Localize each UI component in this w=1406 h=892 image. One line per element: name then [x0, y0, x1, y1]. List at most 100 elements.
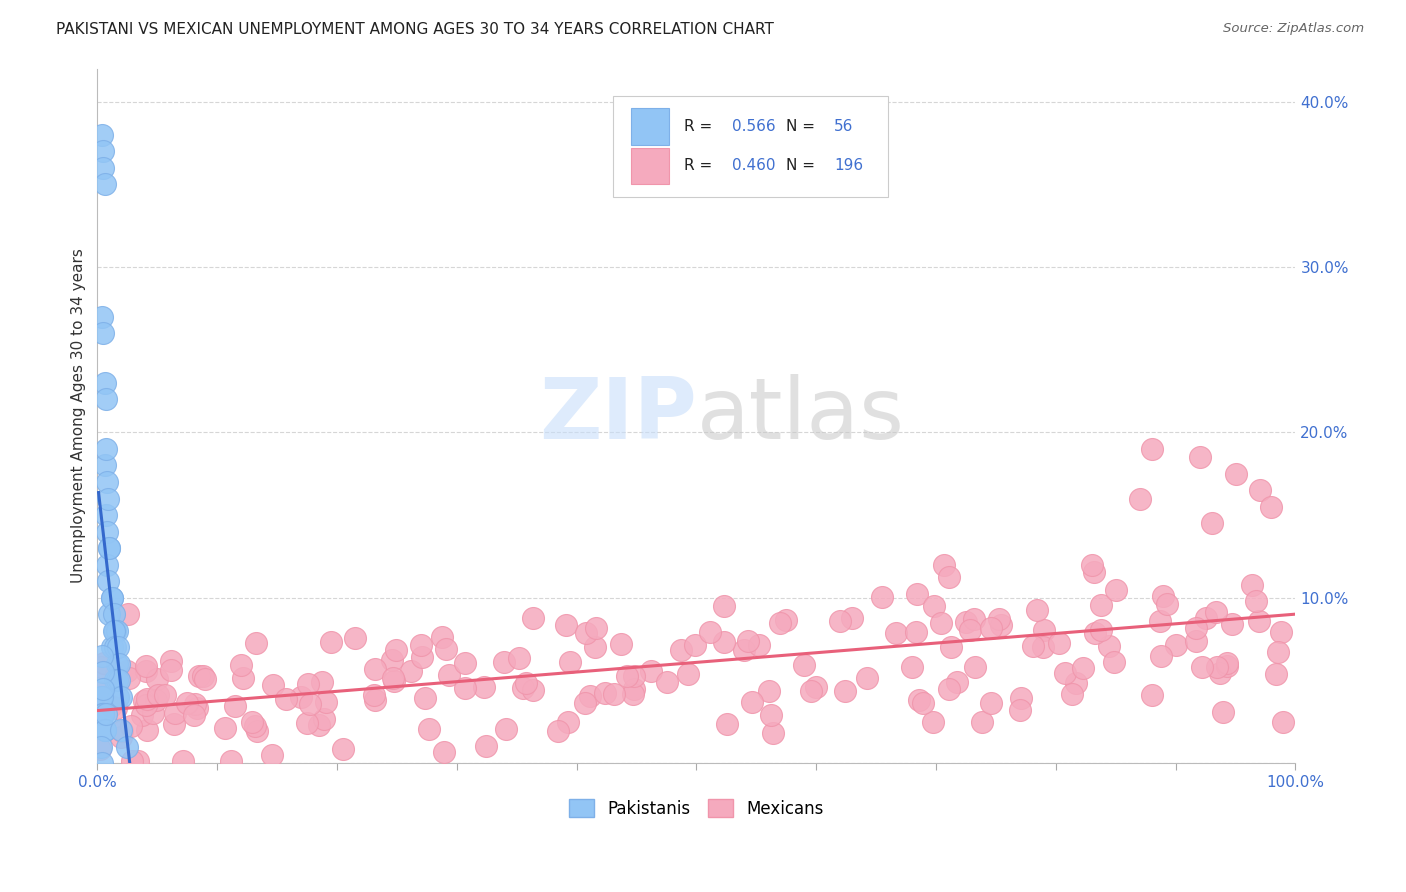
Point: [972, 715, 994, 730]
Point: [1225, 467, 1247, 481]
Point: [411, 649, 433, 664]
Point: [980, 697, 1002, 711]
Point: [579, 690, 602, 704]
Point: [104, 701, 127, 715]
Point: [623, 682, 645, 697]
Point: [1150, 649, 1173, 664]
Point: [117, 607, 139, 621]
Point: [1206, 660, 1229, 674]
Point: [93, 665, 115, 680]
Point: [93, 178, 115, 192]
Point: [94, 706, 117, 721]
Point: [96, 524, 118, 539]
Point: [243, 719, 266, 733]
Point: [841, 610, 863, 624]
Point: [1083, 565, 1105, 579]
Point: [945, 674, 967, 689]
Point: [1265, 666, 1288, 681]
Point: [93, 706, 115, 721]
Point: [713, 599, 735, 613]
Point: [127, 755, 149, 769]
Point: [148, 688, 170, 702]
Point: [939, 640, 962, 654]
Point: [870, 590, 893, 604]
Point: [104, 624, 127, 638]
Point: [145, 672, 167, 686]
Point: [100, 591, 122, 605]
Point: [922, 599, 945, 614]
Legend: Pakistanis, Mexicans: Pakistanis, Mexicans: [562, 793, 830, 824]
Point: [761, 726, 783, 740]
Point: [108, 673, 131, 688]
Point: [748, 639, 770, 653]
Point: [89, 742, 111, 756]
Point: [343, 632, 366, 646]
Text: 196: 196: [834, 159, 863, 173]
Text: PAKISTANI VS MEXICAN UNEMPLOYMENT AMONG AGES 30 TO 34 YEARS CORRELATION CHART: PAKISTANI VS MEXICAN UNEMPLOYMENT AMONG …: [56, 22, 775, 37]
Point: [512, 681, 534, 695]
Point: [409, 638, 432, 652]
Point: [1026, 603, 1049, 617]
Point: [105, 666, 128, 681]
Point: [907, 692, 929, 706]
Point: [121, 755, 143, 769]
Point: [290, 690, 312, 704]
Point: [274, 692, 297, 706]
Point: [93, 376, 115, 390]
Point: [176, 696, 198, 710]
Point: [103, 607, 125, 622]
Point: [297, 715, 319, 730]
Point: [160, 654, 183, 668]
Point: [1140, 442, 1163, 456]
Point: [91, 310, 114, 324]
Point: [934, 558, 956, 572]
Point: [332, 742, 354, 756]
Point: [733, 642, 755, 657]
Point: [1216, 656, 1239, 670]
Point: [1267, 645, 1289, 659]
Point: [676, 667, 699, 681]
Point: [1129, 491, 1152, 506]
Point: [931, 616, 953, 631]
Text: N =: N =: [786, 119, 820, 134]
Point: [558, 655, 581, 669]
Point: [699, 625, 721, 640]
Point: [93, 706, 115, 721]
Point: [828, 614, 851, 628]
Point: [495, 722, 517, 736]
Point: [314, 712, 336, 726]
Point: [93, 681, 115, 696]
Point: [194, 672, 217, 686]
Point: [91, 128, 114, 142]
Text: 0.566: 0.566: [733, 119, 776, 134]
Point: [1105, 582, 1128, 597]
Point: [110, 690, 132, 704]
Point: [104, 640, 127, 655]
Point: [93, 161, 115, 175]
Point: [640, 664, 662, 678]
Point: [93, 723, 115, 737]
Point: [759, 707, 782, 722]
Point: [1008, 703, 1031, 717]
Point: [94, 442, 117, 456]
Point: [554, 617, 576, 632]
Text: 0.460: 0.460: [733, 159, 776, 173]
Text: ZIP: ZIP: [538, 375, 696, 458]
Point: [1064, 676, 1087, 690]
Point: [1010, 691, 1032, 706]
Point: [100, 591, 122, 605]
Point: [98, 607, 121, 622]
Point: [131, 707, 153, 722]
Point: [262, 748, 284, 763]
Point: [413, 691, 436, 706]
Point: [93, 723, 115, 737]
Point: [118, 671, 141, 685]
Point: [1022, 639, 1045, 653]
Point: [1090, 598, 1112, 612]
Point: [399, 664, 422, 678]
Point: [184, 697, 207, 711]
Point: [93, 145, 115, 159]
Point: [671, 643, 693, 657]
Point: [418, 722, 440, 736]
Point: [105, 657, 128, 671]
